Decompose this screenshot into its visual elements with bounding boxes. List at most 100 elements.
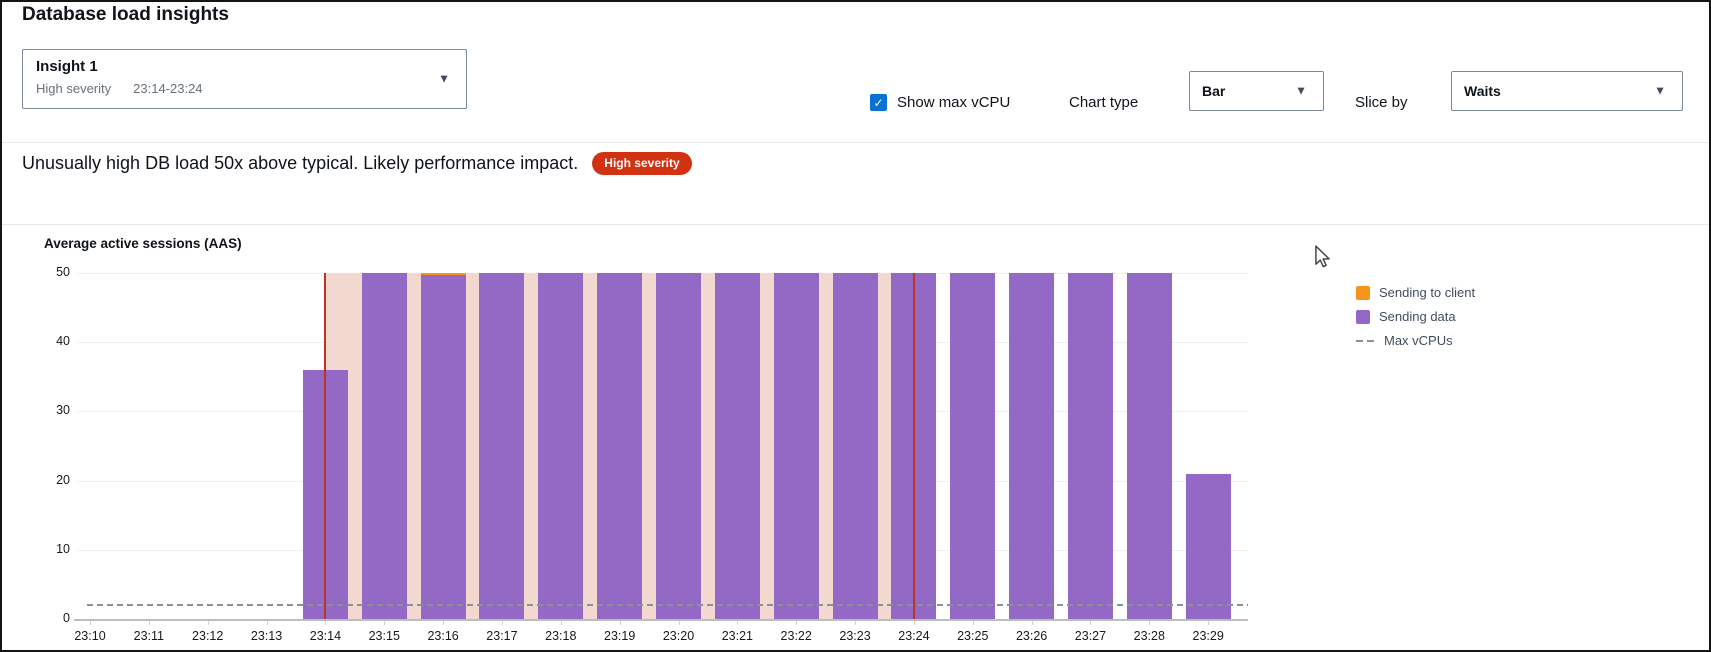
bar-segment-sending-data bbox=[1126, 273, 1172, 619]
bar-segment-sending-data bbox=[420, 275, 466, 619]
x-axis-label: 23:26 bbox=[1015, 629, 1048, 643]
bar-segment-sending-to-client bbox=[420, 273, 466, 276]
bar-segment-sending-data bbox=[597, 273, 643, 619]
slice-by-select[interactable]: Waits ▼ bbox=[1451, 71, 1683, 111]
x-axis-label: 23:10 bbox=[74, 629, 106, 643]
legend-label: Sending data bbox=[1379, 309, 1456, 324]
x-axis-label: 23:18 bbox=[545, 629, 577, 643]
y-axis-label: 40 bbox=[56, 334, 70, 349]
axis-tick bbox=[796, 621, 798, 625]
bar-23-18[interactable] bbox=[538, 273, 584, 619]
chart-title: Average active sessions (AAS) bbox=[44, 236, 242, 251]
x-axis-label: 23:16 bbox=[427, 629, 459, 643]
axis-tick bbox=[1031, 621, 1033, 625]
x-axis-line bbox=[74, 619, 1248, 621]
axis-tick bbox=[678, 621, 680, 625]
bar-segment-sending-data bbox=[479, 273, 525, 619]
x-axis-label: 23:13 bbox=[250, 629, 283, 643]
chevron-down-icon: ▼ bbox=[1295, 83, 1307, 98]
legend-item-max-vcpus[interactable]: Max vCPUs bbox=[1356, 333, 1475, 348]
bar-23-26[interactable] bbox=[1009, 273, 1055, 619]
axis-tick bbox=[619, 621, 621, 625]
bar-segment-sending-data bbox=[773, 273, 819, 619]
insight-severity: High severity bbox=[36, 81, 112, 96]
bar-segment-sending-data bbox=[656, 273, 701, 619]
x-axis-label: 23:28 bbox=[1133, 629, 1165, 643]
x-axis-label: 23:22 bbox=[780, 629, 812, 643]
bar-23-19[interactable] bbox=[597, 273, 643, 619]
axis-tick bbox=[972, 621, 974, 625]
bar-23-22[interactable] bbox=[773, 273, 819, 619]
legend-swatch-icon bbox=[1356, 309, 1370, 324]
axis-tick bbox=[325, 621, 327, 625]
x-axis-label: 23:11 bbox=[133, 629, 165, 643]
bar-segment-sending-data bbox=[950, 273, 996, 619]
insight-title: Insight 1 bbox=[36, 58, 98, 75]
x-axis-label: 23:17 bbox=[486, 629, 518, 643]
bar-23-16[interactable] bbox=[420, 273, 466, 619]
y-axis-label: 0 bbox=[63, 611, 70, 625]
x-axis-label: 23:24 bbox=[898, 629, 930, 643]
bar-segment-sending-data bbox=[1185, 473, 1231, 619]
axis-tick bbox=[90, 621, 91, 625]
legend-item-sending-data[interactable]: Sending data bbox=[1356, 309, 1475, 324]
bar-23-17[interactable] bbox=[479, 273, 525, 619]
legend-item-sending-to-client[interactable]: Sending to client bbox=[1356, 285, 1475, 300]
axis-tick bbox=[443, 621, 445, 625]
axis-tick bbox=[207, 621, 209, 625]
axis-tick bbox=[1090, 621, 1092, 625]
y-axis-label: 50 bbox=[56, 265, 70, 279]
bar-23-28[interactable] bbox=[1126, 273, 1172, 619]
axis-tick bbox=[913, 621, 915, 625]
show-max-vcpu-checkbox[interactable]: ✓ bbox=[870, 94, 887, 111]
insight-boundary-line bbox=[324, 273, 327, 619]
x-axis-label: 23:21 bbox=[721, 629, 753, 643]
axis-tick bbox=[560, 621, 562, 625]
x-axis-label: 23:23 bbox=[839, 629, 871, 643]
y-axis-label: 30 bbox=[56, 403, 70, 418]
chevron-down-icon: ▼ bbox=[438, 71, 450, 86]
chevron-down-icon: ▼ bbox=[1654, 83, 1666, 98]
y-axis-label: 20 bbox=[56, 472, 70, 487]
axis-tick bbox=[266, 621, 268, 625]
chart-type-label: Chart type bbox=[1069, 94, 1139, 111]
x-axis-label: 23:29 bbox=[1192, 629, 1224, 643]
axis-tick bbox=[384, 621, 386, 625]
max-vcpu-line bbox=[87, 604, 1248, 607]
x-axis-label: 23:15 bbox=[368, 629, 400, 643]
axis-tick bbox=[737, 621, 739, 625]
alert-message: Unusually high DB load 50x above typical… bbox=[22, 153, 579, 173]
checkmark-icon: ✓ bbox=[873, 95, 884, 110]
bar-23-15[interactable] bbox=[361, 273, 407, 619]
legend-label: Sending to client bbox=[1379, 285, 1476, 300]
x-axis-label: 23:14 bbox=[309, 629, 342, 643]
x-axis-label: 23:19 bbox=[604, 629, 636, 643]
bar-23-25[interactable] bbox=[950, 273, 996, 619]
insight-boundary-line bbox=[912, 273, 915, 619]
bar-23-27[interactable] bbox=[1067, 273, 1113, 619]
high-severity-badge: High severity bbox=[592, 152, 692, 175]
axis-tick bbox=[501, 621, 503, 625]
axis-tick bbox=[1208, 621, 1210, 625]
y-axis-label: 10 bbox=[56, 541, 70, 556]
page-title: Database load insights bbox=[22, 4, 229, 25]
bar-segment-sending-data bbox=[538, 273, 584, 619]
bar-23-21[interactable] bbox=[714, 273, 760, 619]
x-axis-label: 23:27 bbox=[1074, 629, 1107, 643]
chart-type-select[interactable]: Bar ▼ bbox=[1189, 71, 1324, 111]
insight-selector[interactable]: Insight 1 High severity 23:14-23:24 ▼ bbox=[22, 49, 467, 109]
bar-segment-sending-data bbox=[361, 273, 407, 619]
x-axis-label: 23:25 bbox=[957, 629, 989, 643]
divider bbox=[2, 224, 1709, 225]
bar-23-29[interactable] bbox=[1185, 473, 1231, 619]
bar-segment-sending-data bbox=[1067, 273, 1113, 619]
slice-by-value: Waits bbox=[1464, 83, 1501, 99]
bar-23-23[interactable] bbox=[832, 273, 878, 619]
x-axis-label: 23:20 bbox=[662, 629, 695, 643]
bar-23-20[interactable] bbox=[656, 273, 701, 619]
insight-subtitle: High severity 23:14-23:24 bbox=[36, 81, 203, 96]
bar-segment-sending-data bbox=[1009, 273, 1055, 619]
show-max-vcpu-label: Show max vCPU bbox=[897, 94, 1011, 111]
bar-segment-sending-data bbox=[714, 273, 760, 619]
